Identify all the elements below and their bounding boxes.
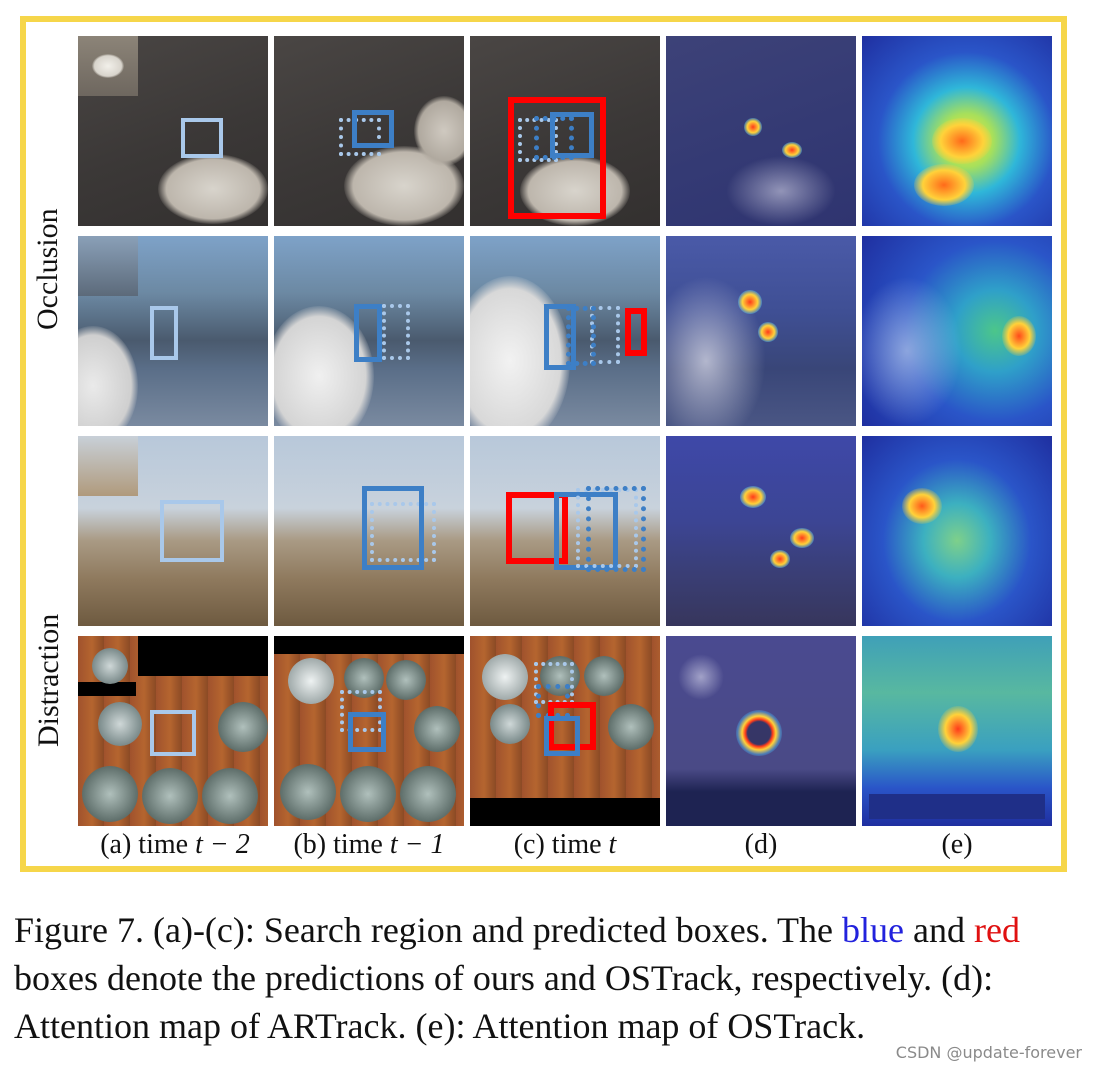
- panel-r3-b: [274, 436, 464, 626]
- caption-c-text: (c) time: [513, 829, 602, 860]
- watermark: CSDN @update-forever: [895, 1043, 1082, 1062]
- panel-r4-b: [274, 636, 464, 826]
- panel-r2-b: [274, 236, 464, 426]
- panel-r4-d: [666, 636, 856, 826]
- caption-text-2: and: [904, 910, 974, 950]
- caption-blue-word: blue: [842, 910, 905, 950]
- caption-a-text: (a) time: [100, 829, 189, 860]
- panel-r1-d: [666, 36, 856, 226]
- panel-r1-a: [78, 36, 268, 226]
- row-label-distraction: Distraction: [32, 613, 65, 747]
- row-label-occlusion: Occlusion: [31, 208, 64, 330]
- panel-r4-c: [470, 636, 660, 826]
- column-caption-e: (e): [941, 829, 973, 860]
- panel-r4-e: [862, 636, 1052, 826]
- caption-text-3: boxes denote the predictions of ours and…: [14, 958, 994, 1046]
- panel-r1-b: [274, 36, 464, 226]
- caption-red-word: red: [974, 910, 1020, 950]
- panel-r2-a: [78, 236, 268, 426]
- panel-r2-e: [862, 236, 1052, 426]
- figure-caption: Figure 7. (a)-(c): Search region and pre…: [14, 906, 1084, 1050]
- caption-a-variable: t − 2: [195, 829, 250, 860]
- caption-c-variable: t: [608, 829, 617, 860]
- caption-text-1: Figure 7. (a)-(c): Search region and pre…: [14, 910, 843, 950]
- panel-r1-c: [470, 36, 660, 226]
- column-caption-b: (b) time t − 1: [278, 828, 460, 862]
- column-caption-a: (a) time t − 2: [84, 828, 266, 862]
- panel-r3-a: [78, 436, 268, 626]
- column-caption-c: (c) time t: [474, 828, 656, 862]
- caption-b-text: (b) time: [293, 829, 383, 860]
- panel-r3-e: [862, 436, 1052, 626]
- panel-r4-a: [78, 636, 268, 826]
- column-caption-d: (d): [744, 829, 778, 860]
- panel-r3-d: [666, 436, 856, 626]
- panel-r3-c: [470, 436, 660, 626]
- panel-r2-d: [666, 236, 856, 426]
- panel-r1-e: [862, 36, 1052, 226]
- caption-b-variable: t − 1: [389, 829, 445, 860]
- panel-r2-c: [470, 236, 660, 426]
